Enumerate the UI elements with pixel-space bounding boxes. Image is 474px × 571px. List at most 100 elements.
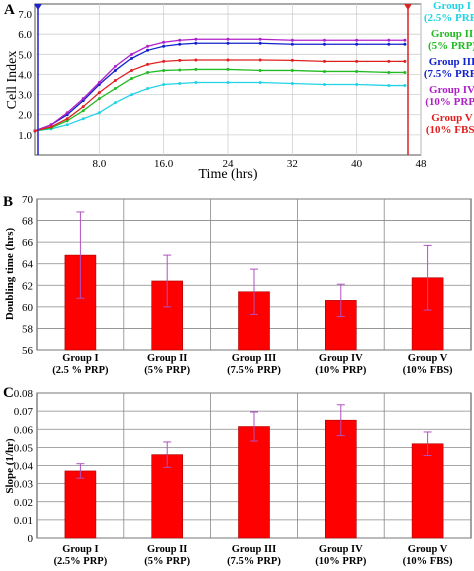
panel-b-letter: B [3,194,13,210]
series-point [146,62,150,66]
legend-label: Group II [431,28,473,40]
series-point [178,68,182,72]
series-point [146,48,150,52]
series-point [387,84,391,88]
series-point [226,67,230,71]
panel-a-letter: A [4,2,15,18]
panel-a-x-ticks: 8.0 16.0 24 32 40 48 [92,158,427,170]
y-tick-label: 62 [22,280,33,292]
series-point [258,68,262,72]
series-point [355,42,359,46]
x-tick-label: 8.0 [92,158,106,170]
x-tick-label: 16.0 [154,158,174,170]
y-tick-label: 4.0 [18,69,32,81]
series-point [258,58,262,62]
series-point [290,38,294,42]
y-tick-label: 2.0 [18,110,32,122]
panel-c-letter: C [3,385,14,401]
series-point [178,82,182,86]
series-point [81,117,85,121]
series-point [178,58,182,62]
category-label: Group I [62,544,98,555]
series-point [226,37,230,41]
y-tick-label: 6.0 [18,29,32,41]
legend-label: Group I [433,0,471,12]
series-point [130,68,133,72]
category-label: Group II [147,544,187,555]
start-marker-icon [34,4,42,10]
y-tick-label: 60 [22,302,34,314]
panel-c-y-ticks: 0 0.01 0.02 0.03 0.04 0.05 0.06 0.07 0.08 [14,388,34,545]
y-tick-label: 66 [22,237,34,249]
category-label: Group III [232,544,276,555]
y-tick-label: 70 [22,194,34,206]
series-point [97,81,101,85]
series-line [34,59,405,132]
series-point [97,91,101,95]
series-point [323,38,326,42]
legend-label: Group III [429,56,474,68]
series-point [194,67,198,71]
series-point [387,42,391,46]
panel-a-x-title: Time (hrs) [199,167,258,182]
x-tick-label: 32 [287,158,298,170]
series-point [113,101,117,105]
end-marker-icon [404,4,412,10]
series-point [178,38,182,42]
legend-label: (10% FBS) [426,124,474,136]
series-point [113,87,117,91]
series-point [387,70,391,74]
series-point [162,40,166,44]
series-point [290,58,294,62]
series-point [113,79,117,83]
category-label: (7.5% PRP) [227,365,281,376]
series-point [162,83,166,87]
category-label: Group IV [319,544,363,555]
legend-label: (7.5% PRP) [424,68,474,80]
series-line [34,81,405,132]
series-point [113,68,117,72]
series-point [130,56,133,60]
series-point [97,97,101,101]
category-label: Group II [147,353,187,364]
series-point [355,59,359,63]
category-label: Group III [232,353,276,364]
series-point [194,58,198,62]
bar [64,470,97,539]
series-point [355,38,359,42]
y-tick-label: 1.0 [18,130,32,142]
y-tick-label: 64 [22,259,34,271]
series-point [387,59,391,63]
category-label: (2.5% PRP) [54,556,108,567]
series-point [403,38,407,42]
series-point [226,58,230,62]
series-point [323,83,326,87]
series-point [178,42,182,46]
panel-a: A 1.02.03.04.05.06.07.0 8.0 16.0 24 32 40 48 … [4,0,474,182]
series-point [162,44,166,48]
series-point [146,70,150,74]
series-point [403,59,407,63]
series-point [258,81,262,85]
category-label: (10% FBS) [403,365,453,376]
panel-c-categories: Group I(2.5% PRP) Group II(5% PRP) Group I… [54,544,453,567]
y-tick-label: 68 [22,216,34,228]
y-tick-label: 56 [22,345,34,357]
panel-a-grid [35,4,422,155]
panel-b-y-title: Doubling time (hrs) [4,228,16,321]
series-point [81,105,85,109]
panel-c-y-title: Slope (1/hr) [4,438,16,494]
series-point [130,76,133,80]
series-point [403,42,407,46]
y-tick-label: 5.0 [18,49,32,61]
series-point [226,81,230,85]
y-tick-label: 0.04 [14,461,34,473]
series-point [146,87,150,91]
series-point [33,129,37,133]
panel-b-y-ticks: 56 58 60 62 64 66 68 70 [22,194,34,357]
series-point [323,59,326,63]
category-label: Group IV [319,353,363,364]
y-tick-label: 0 [28,533,34,545]
y-tick-label: 0.01 [14,515,33,527]
